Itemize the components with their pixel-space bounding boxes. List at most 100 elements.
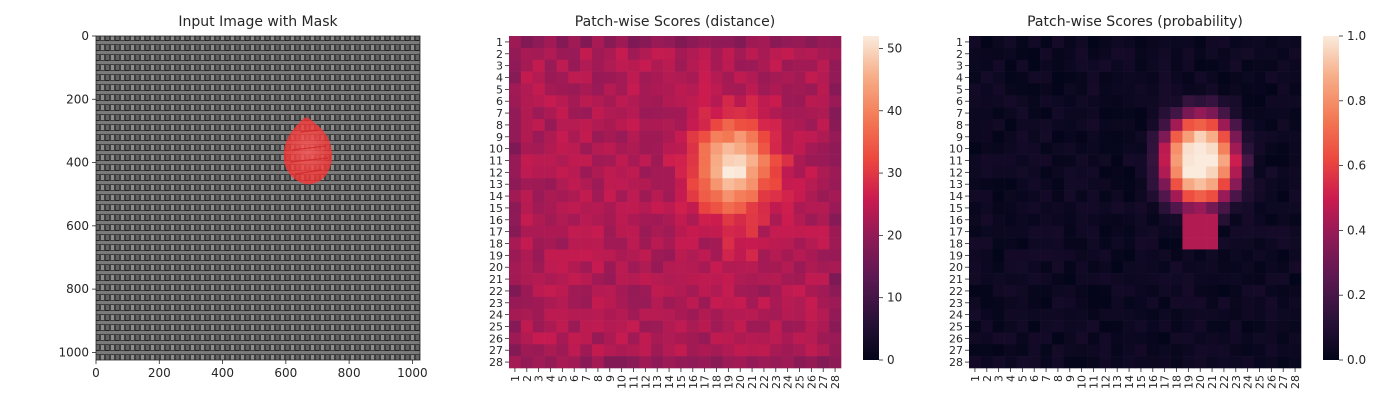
heatmap-cell (1111, 130, 1124, 144)
heatmap-cell (781, 107, 794, 120)
heatmap-cell (1289, 308, 1302, 321)
heatmap-cell (1229, 261, 1243, 274)
heatmap-cell (663, 285, 676, 298)
heatmap-cell (639, 142, 652, 155)
heatmap-cell (746, 308, 759, 321)
heatmap-cell (1111, 119, 1124, 132)
heatmap-cell (615, 119, 628, 132)
heatmap-cell (592, 178, 605, 191)
heatmap-cell (710, 47, 723, 61)
heatmap-cell (1052, 237, 1065, 250)
heatmap-cell (793, 296, 806, 310)
heatmap-cell (1265, 166, 1278, 179)
heatmap-cell (580, 237, 593, 250)
heatmap-cell (544, 261, 557, 274)
heatmap-cell (1194, 142, 1207, 155)
heatmap-cell (1206, 83, 1219, 96)
heatmap-cell (520, 95, 534, 108)
heatmap-cell (663, 59, 676, 72)
heatmap-cell (520, 296, 534, 310)
heatmap-cell (734, 273, 747, 286)
heatmap-cell (1123, 190, 1136, 203)
heatmap-cell (1146, 320, 1160, 333)
heatmap-cell (1158, 83, 1171, 96)
heatmap-cell (1241, 296, 1254, 310)
heatmap-cell (532, 71, 545, 84)
heatmap-cell (980, 249, 994, 262)
heatmap-cell (710, 119, 723, 132)
heatmap-cell (1028, 59, 1041, 72)
heatmap-cell (969, 107, 982, 120)
heatmap-cell (675, 47, 688, 61)
heatmap-cell (1016, 71, 1029, 84)
heatmap-cell (663, 344, 676, 357)
heatmap-cell (592, 249, 605, 262)
heatmap-cell (1087, 59, 1100, 72)
heatmap-cell (805, 71, 818, 84)
heatmap-cell (698, 154, 711, 167)
heatmap-cell (722, 308, 735, 321)
heatmap-cell (639, 261, 652, 274)
heatmap-cell (568, 285, 581, 298)
heatmap-cell (544, 285, 557, 298)
heatmap-cell (1158, 119, 1171, 132)
heatmap-cell (1016, 130, 1029, 144)
heatmap-cell (1135, 119, 1148, 132)
y-tick-label: 12 (489, 166, 503, 179)
heatmap-cell (758, 190, 771, 203)
heatmap-cell (1194, 344, 1207, 357)
heatmap-cell (520, 47, 534, 61)
heatmap-cell (1265, 142, 1278, 155)
heatmap-cell (1146, 36, 1160, 49)
heatmap-cell (1146, 190, 1160, 203)
heatmap-cell (980, 190, 994, 203)
heatmap-cell (1277, 154, 1290, 167)
colorbar-tick-label: 10 (887, 291, 902, 305)
heatmap-cell (1194, 59, 1207, 72)
heatmap-cell (627, 36, 640, 49)
heatmap-cell (710, 202, 723, 215)
heatmap-cell (734, 154, 747, 167)
heatmap-cell (992, 95, 1005, 108)
heatmap-cell (1253, 261, 1266, 274)
heatmap-cell (1123, 142, 1136, 155)
heatmap-cell (1075, 296, 1088, 310)
heatmap-cell (805, 47, 818, 61)
y-tick-label: 12 (949, 166, 963, 179)
heatmap-cell (829, 261, 842, 274)
heatmap-cell (1253, 154, 1266, 167)
heatmap-cell (1146, 47, 1160, 61)
heatmap-cell (1040, 142, 1053, 155)
heatmap-cell (1111, 225, 1124, 238)
heatmap-cell (509, 356, 522, 369)
heatmap-cell (532, 356, 545, 369)
heatmap-cell (675, 36, 688, 49)
heatmap-cell (675, 142, 688, 155)
heatmap-cell (1218, 71, 1231, 84)
heatmap-cell (817, 261, 830, 274)
heatmap-cell (758, 71, 771, 84)
heatmap-cell (1289, 83, 1302, 96)
heatmap-cell (1099, 261, 1112, 274)
heatmap-cell (1040, 166, 1053, 179)
heatmap-cell (1241, 356, 1254, 369)
heatmap-cell (1289, 130, 1302, 144)
colorbar-tick-label: 50 (887, 41, 902, 55)
y-tick-label: 9 (956, 131, 963, 144)
heatmap-cell (1229, 225, 1243, 238)
heatmap-cell (1099, 213, 1112, 227)
heatmap-cell (1170, 36, 1183, 49)
heatmap-cell (734, 213, 747, 227)
heatmap-cell (592, 142, 605, 155)
heatmap-cell (1218, 119, 1231, 132)
heatmap-cell (817, 225, 830, 238)
heatmap-cell (992, 225, 1005, 238)
heatmap-cell (520, 344, 534, 357)
heatmap-cell (1111, 71, 1124, 84)
heatmap-cell (639, 356, 652, 369)
heatmap-cell (1135, 296, 1148, 310)
heatmap-cell (1229, 308, 1243, 321)
heatmap-cell (1218, 107, 1231, 120)
heatmap-cell (1052, 119, 1065, 132)
heatmap-cell (969, 202, 982, 215)
